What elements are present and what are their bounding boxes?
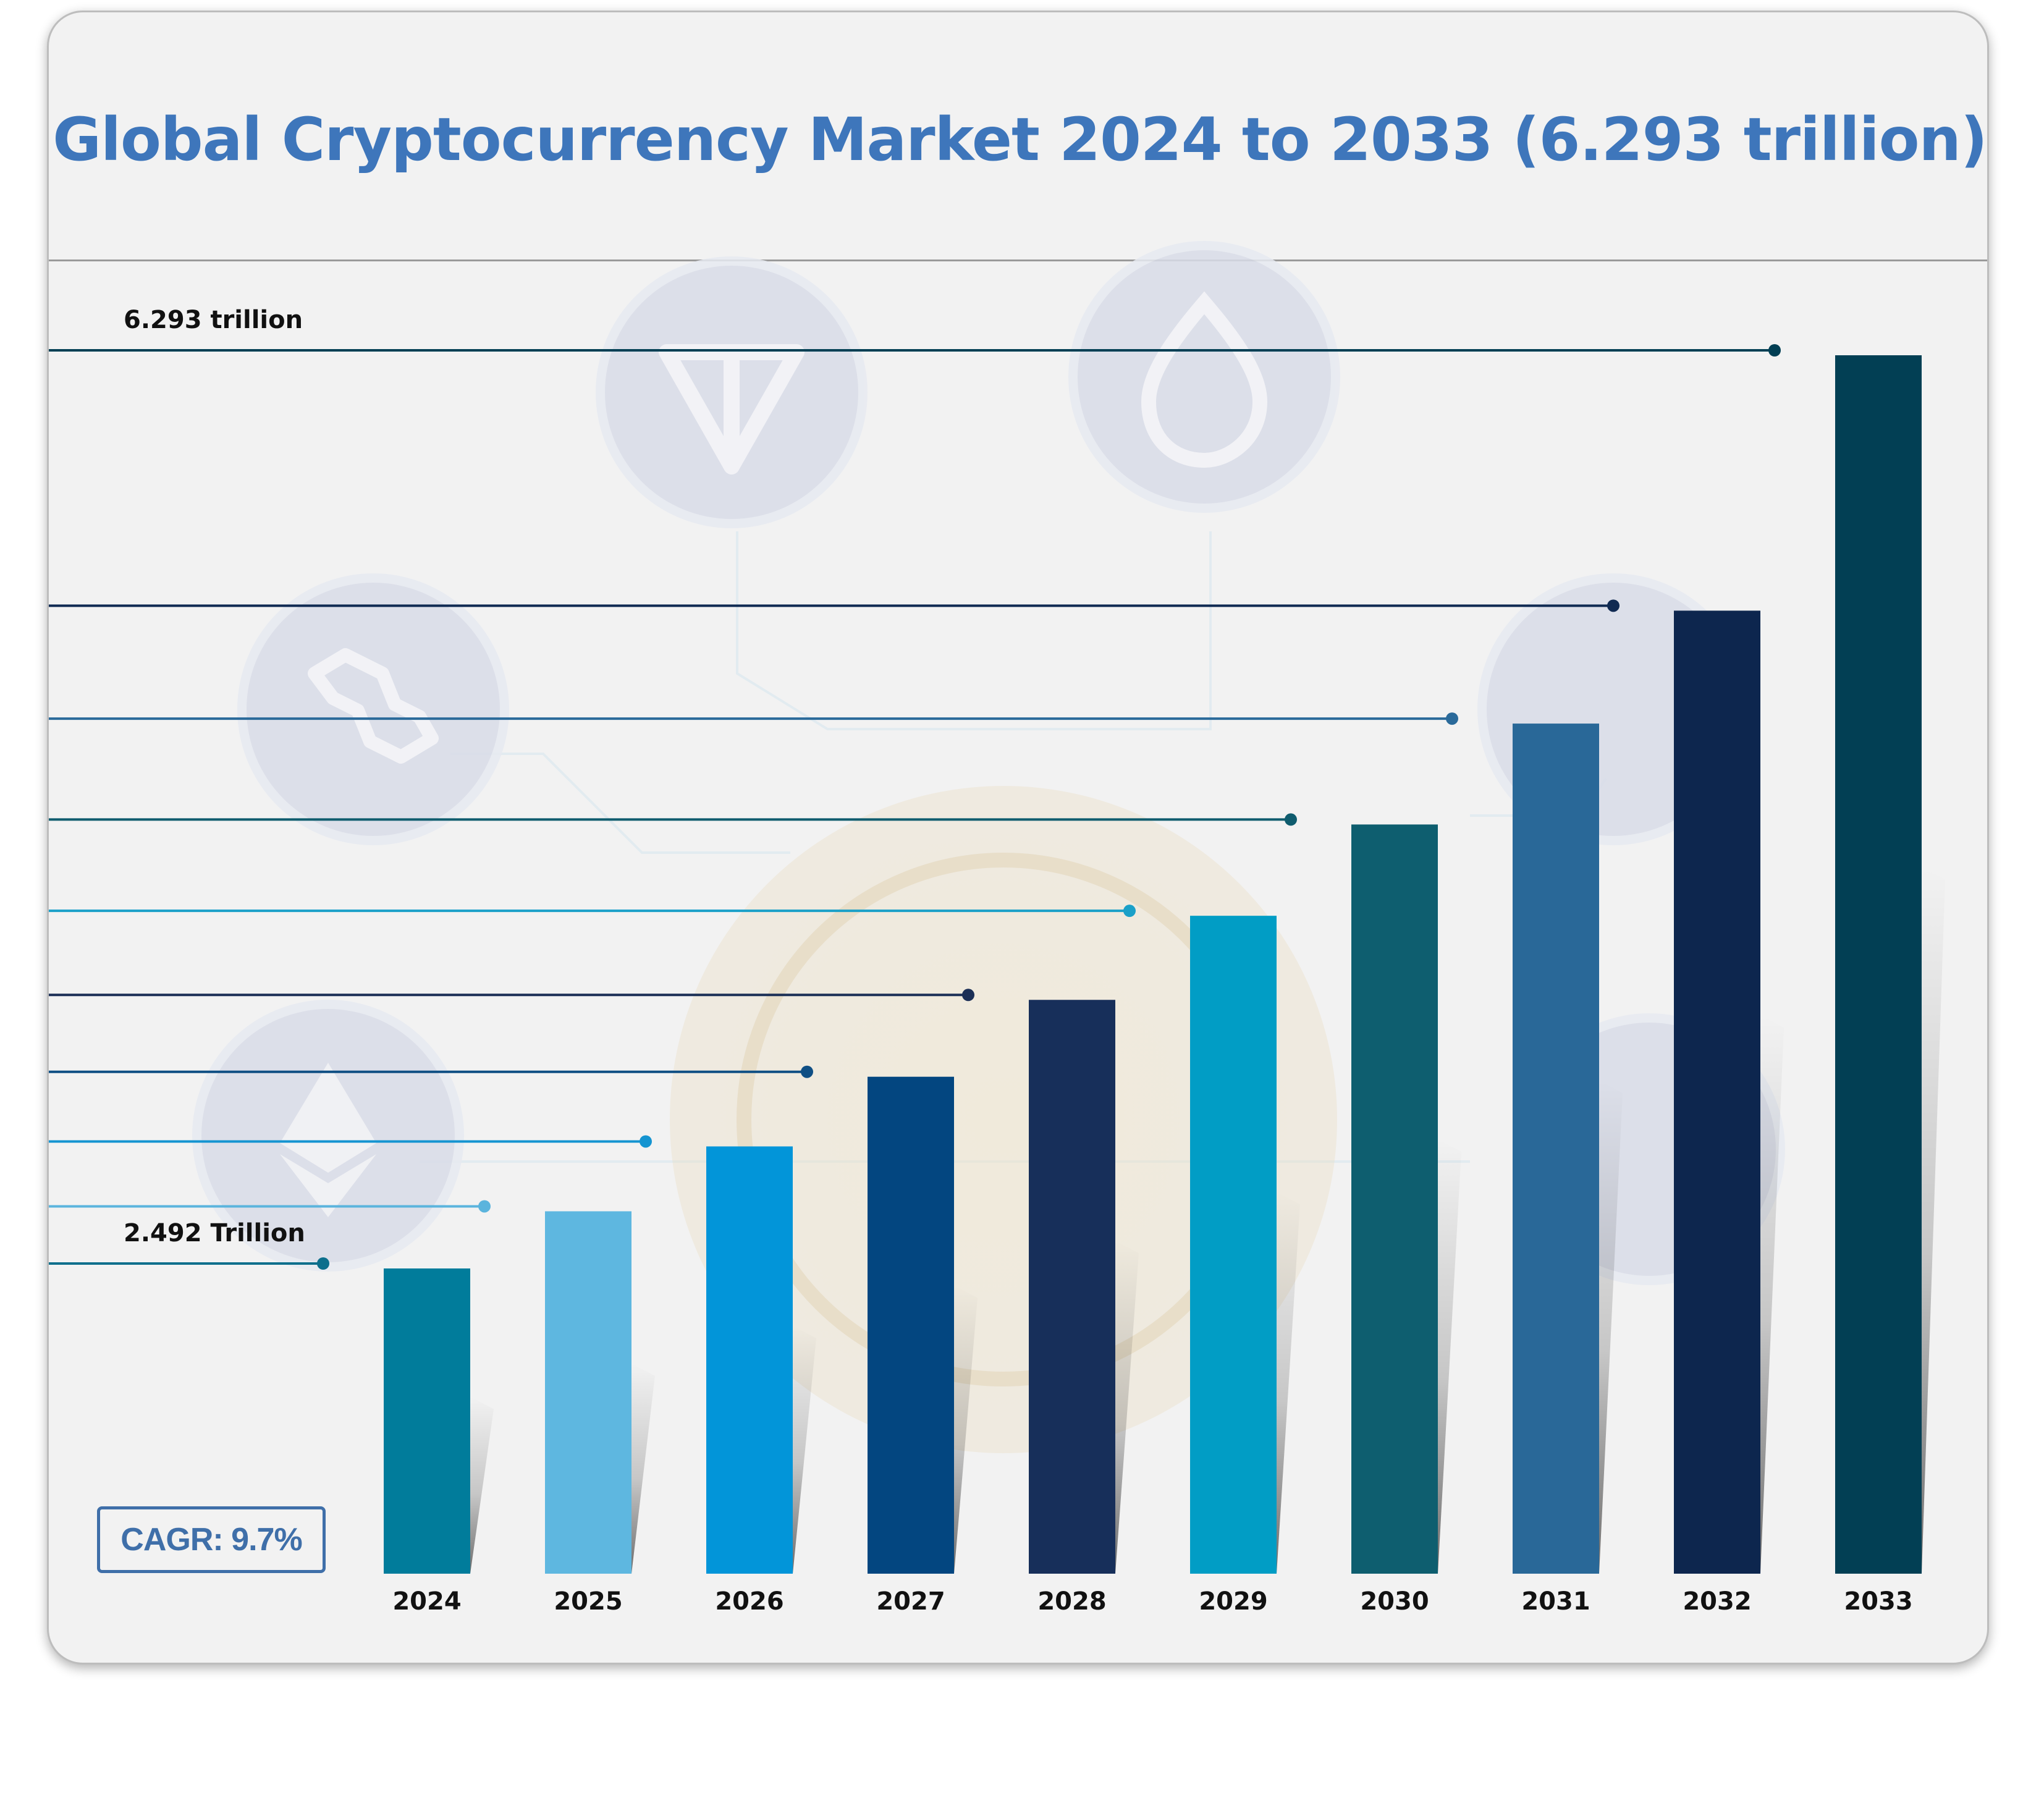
leader-dot-2025 bbox=[478, 1200, 491, 1213]
x-tick-label-2025: 2025 bbox=[554, 1587, 622, 1616]
x-tick-label-2032: 2032 bbox=[1683, 1587, 1751, 1616]
bar-shadow bbox=[1277, 1192, 1300, 1574]
bar-2026 bbox=[706, 1146, 793, 1574]
bar-shadow bbox=[954, 1285, 978, 1574]
x-tick-label-2028: 2028 bbox=[1037, 1587, 1106, 1616]
leader-dot-2029 bbox=[1123, 905, 1136, 918]
bar-2032 bbox=[1674, 610, 1760, 1574]
x-tick-label-2027: 2027 bbox=[876, 1587, 945, 1616]
bar-shadow bbox=[1922, 867, 1945, 1574]
bar-2028 bbox=[1029, 1000, 1115, 1574]
coin-watermark bbox=[670, 786, 1337, 1453]
bar-2027 bbox=[868, 1076, 954, 1574]
bar-2033 bbox=[1835, 355, 1922, 1574]
bar-2024 bbox=[384, 1268, 470, 1574]
x-tick-label-2026: 2026 bbox=[715, 1587, 783, 1616]
x-tick-label-2031: 2031 bbox=[1521, 1587, 1590, 1616]
chart-card: Global Cryptocurrency Market 2024 to 203… bbox=[47, 11, 1989, 1665]
bar-shadow bbox=[1760, 1015, 1784, 1574]
bar-2029 bbox=[1190, 916, 1277, 1574]
bar-2025 bbox=[545, 1211, 631, 1574]
bar-shadow bbox=[1438, 1139, 1461, 1574]
data-label-2033: 6.293 trillion bbox=[124, 306, 303, 334]
leader-dot-2031 bbox=[1446, 712, 1458, 725]
sui-icon bbox=[1068, 241, 1340, 513]
bars-group bbox=[384, 355, 1945, 1574]
polygon-icon bbox=[237, 573, 509, 845]
ton-icon bbox=[596, 256, 868, 528]
annotations-group: 2.492 Trillion 6.293 trillion bbox=[124, 306, 305, 1247]
x-axis-labels: 2024 2025 2026 2027 2028 2029 2030 2031 2032 2033 bbox=[392, 1587, 1912, 1616]
leader-dot-2028 bbox=[962, 989, 974, 1002]
leader-dot-2033 bbox=[1768, 344, 1781, 357]
bar-shadow bbox=[470, 1396, 494, 1574]
bar-shadow bbox=[793, 1325, 816, 1574]
x-tick-label-2030: 2030 bbox=[1360, 1587, 1429, 1616]
leader-dot-2024 bbox=[317, 1257, 329, 1270]
bar-2030 bbox=[1351, 824, 1438, 1574]
bar-shadow bbox=[631, 1363, 655, 1574]
chart-title: Global Cryptocurrency Market 2024 to 203… bbox=[53, 105, 1987, 174]
x-tick-label-2033: 2033 bbox=[1844, 1587, 1912, 1616]
data-label-2024: 2.492 Trillion bbox=[124, 1219, 305, 1247]
x-tick-label-2029: 2029 bbox=[1199, 1587, 1267, 1616]
bar-shadow bbox=[1599, 1080, 1623, 1574]
bar-shadow bbox=[1115, 1241, 1139, 1574]
bar-2031 bbox=[1513, 724, 1599, 1574]
title-divider bbox=[49, 260, 1987, 261]
leader-dot-2032 bbox=[1607, 599, 1620, 612]
x-tick-label-2024: 2024 bbox=[392, 1587, 461, 1616]
leader-dot-2030 bbox=[1285, 813, 1297, 826]
leader-lines-group bbox=[49, 344, 1781, 1270]
leader-dot-2026 bbox=[640, 1135, 652, 1148]
cagr-badge: CAGR: 9.7% bbox=[97, 1506, 326, 1573]
leader-dot-2027 bbox=[801, 1065, 813, 1078]
